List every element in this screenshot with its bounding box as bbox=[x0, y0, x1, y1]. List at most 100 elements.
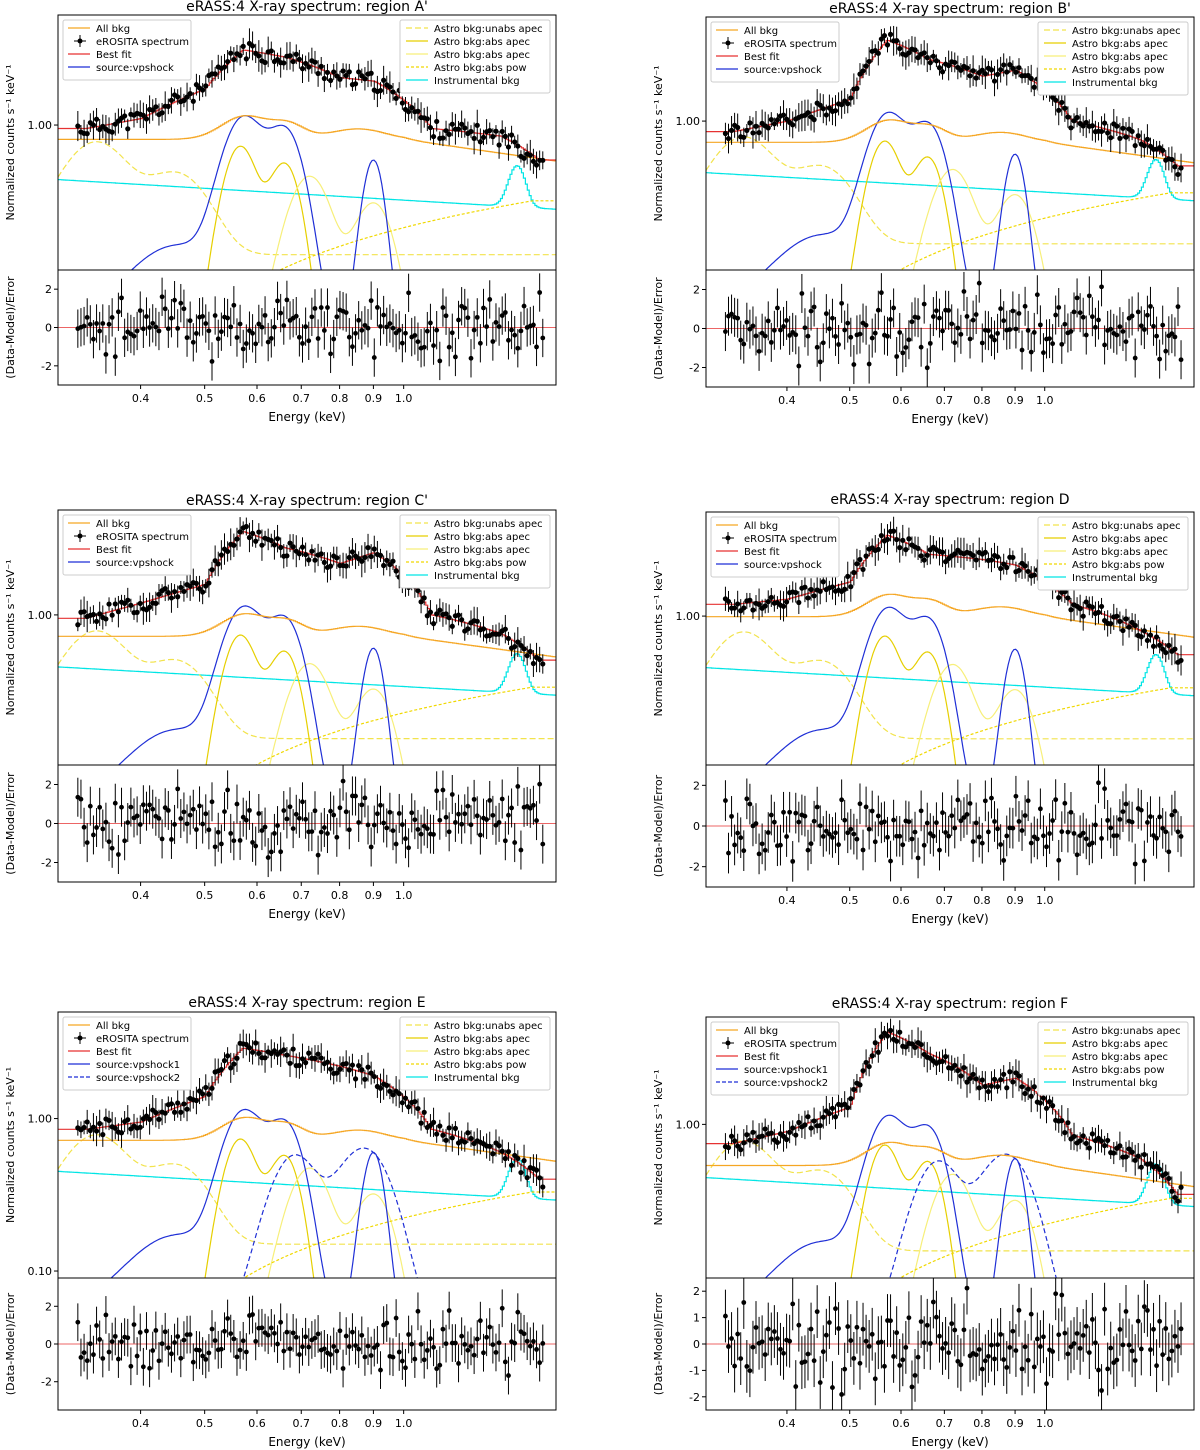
residual-point bbox=[490, 1342, 496, 1348]
data-point bbox=[851, 1086, 857, 1093]
data-point bbox=[964, 1079, 970, 1085]
data-point bbox=[346, 1067, 352, 1073]
residual-point bbox=[796, 819, 802, 825]
residual-point bbox=[1019, 347, 1025, 353]
residual-point bbox=[474, 813, 480, 819]
residual-point bbox=[272, 324, 277, 330]
residual-point bbox=[197, 803, 202, 809]
residual-y-tick-label: 0 bbox=[45, 818, 52, 831]
data-point bbox=[1129, 128, 1135, 135]
residual-point bbox=[851, 1356, 857, 1361]
data-point bbox=[521, 646, 527, 652]
residual-point bbox=[259, 828, 265, 833]
residual-point bbox=[891, 817, 897, 823]
astro-abs-apec2-line bbox=[267, 1167, 405, 1278]
residual-point bbox=[115, 1356, 121, 1362]
data-point bbox=[402, 1095, 409, 1101]
residual-point bbox=[918, 344, 924, 350]
x-tick-label: 0.8 bbox=[973, 1417, 991, 1430]
residual-point bbox=[150, 1348, 156, 1353]
residual-point bbox=[1132, 355, 1138, 361]
residual-point bbox=[961, 289, 967, 294]
data-point bbox=[1105, 130, 1111, 136]
residual-point bbox=[287, 1346, 293, 1352]
data-point bbox=[1153, 634, 1160, 640]
data-point bbox=[168, 97, 175, 103]
data-point bbox=[903, 546, 909, 553]
residual-point bbox=[1028, 1311, 1034, 1317]
data-point bbox=[783, 1136, 790, 1143]
data-point bbox=[1022, 563, 1028, 569]
data-point bbox=[1147, 632, 1154, 638]
data-point bbox=[808, 586, 814, 593]
source-vpshock-line bbox=[130, 114, 393, 270]
residual-point bbox=[137, 308, 143, 314]
residual-point bbox=[1108, 326, 1114, 332]
data-point bbox=[218, 552, 224, 558]
data-point bbox=[499, 128, 505, 135]
residual-point bbox=[729, 311, 734, 317]
residual-point bbox=[1123, 1308, 1129, 1314]
residual-point bbox=[462, 1342, 468, 1347]
residual-point bbox=[1089, 1316, 1095, 1322]
data-point bbox=[356, 69, 362, 75]
data-point bbox=[262, 59, 268, 66]
residual-point bbox=[961, 1327, 967, 1333]
data-point bbox=[817, 588, 823, 594]
data-point bbox=[249, 43, 256, 49]
residual-point bbox=[765, 830, 771, 835]
data-point bbox=[1083, 1140, 1089, 1147]
data-point bbox=[487, 127, 493, 134]
residual-point bbox=[359, 1332, 365, 1338]
data-point bbox=[1095, 609, 1102, 616]
data-point bbox=[842, 586, 848, 592]
residual-point bbox=[434, 1366, 440, 1372]
residual-point bbox=[153, 1328, 159, 1333]
data-point bbox=[988, 67, 995, 73]
data-point bbox=[1071, 1133, 1077, 1140]
data-point bbox=[496, 1143, 502, 1149]
residual-point bbox=[973, 312, 979, 317]
data-point bbox=[446, 615, 452, 621]
data-point bbox=[318, 1055, 324, 1061]
residual-point bbox=[362, 1354, 368, 1360]
residual-point bbox=[119, 295, 124, 301]
x-tick-label: 0.9 bbox=[365, 392, 383, 405]
residual-point bbox=[293, 1334, 299, 1340]
residual-point bbox=[796, 1322, 802, 1328]
data-point bbox=[768, 1130, 774, 1136]
x-tick-label: 0.5 bbox=[841, 1417, 859, 1430]
residual-point bbox=[403, 330, 408, 336]
residual-point bbox=[784, 834, 789, 839]
residual-point bbox=[481, 1350, 486, 1356]
residual-point bbox=[723, 1313, 728, 1319]
data-point bbox=[875, 50, 881, 56]
residual-point bbox=[396, 1349, 402, 1355]
data-point bbox=[455, 126, 462, 132]
residual-point bbox=[521, 303, 527, 309]
residual-y-tick-label: 2 bbox=[45, 779, 52, 792]
residual-point bbox=[122, 838, 128, 844]
residual-point bbox=[390, 1354, 396, 1360]
data-point bbox=[327, 563, 334, 569]
data-point bbox=[744, 127, 750, 133]
residual-point bbox=[334, 1348, 340, 1354]
data-point bbox=[787, 1129, 793, 1135]
residual-point bbox=[250, 330, 255, 336]
residual-point bbox=[1175, 1344, 1181, 1349]
residual-point bbox=[857, 1360, 863, 1366]
data-point bbox=[112, 121, 118, 127]
legend-label: All bkg bbox=[96, 1021, 130, 1032]
data-points bbox=[722, 1018, 1184, 1214]
residual-point bbox=[1053, 1291, 1059, 1297]
data-point bbox=[820, 579, 826, 585]
x-tick-label: 0.4 bbox=[778, 894, 796, 907]
residual-point bbox=[181, 306, 187, 312]
residual-point bbox=[181, 809, 187, 815]
residual-point bbox=[509, 327, 514, 333]
data-point bbox=[268, 48, 274, 54]
residual-point bbox=[1117, 324, 1123, 330]
residual-point bbox=[1096, 1367, 1101, 1373]
data-point bbox=[299, 66, 306, 72]
residual-point bbox=[1004, 1365, 1010, 1370]
